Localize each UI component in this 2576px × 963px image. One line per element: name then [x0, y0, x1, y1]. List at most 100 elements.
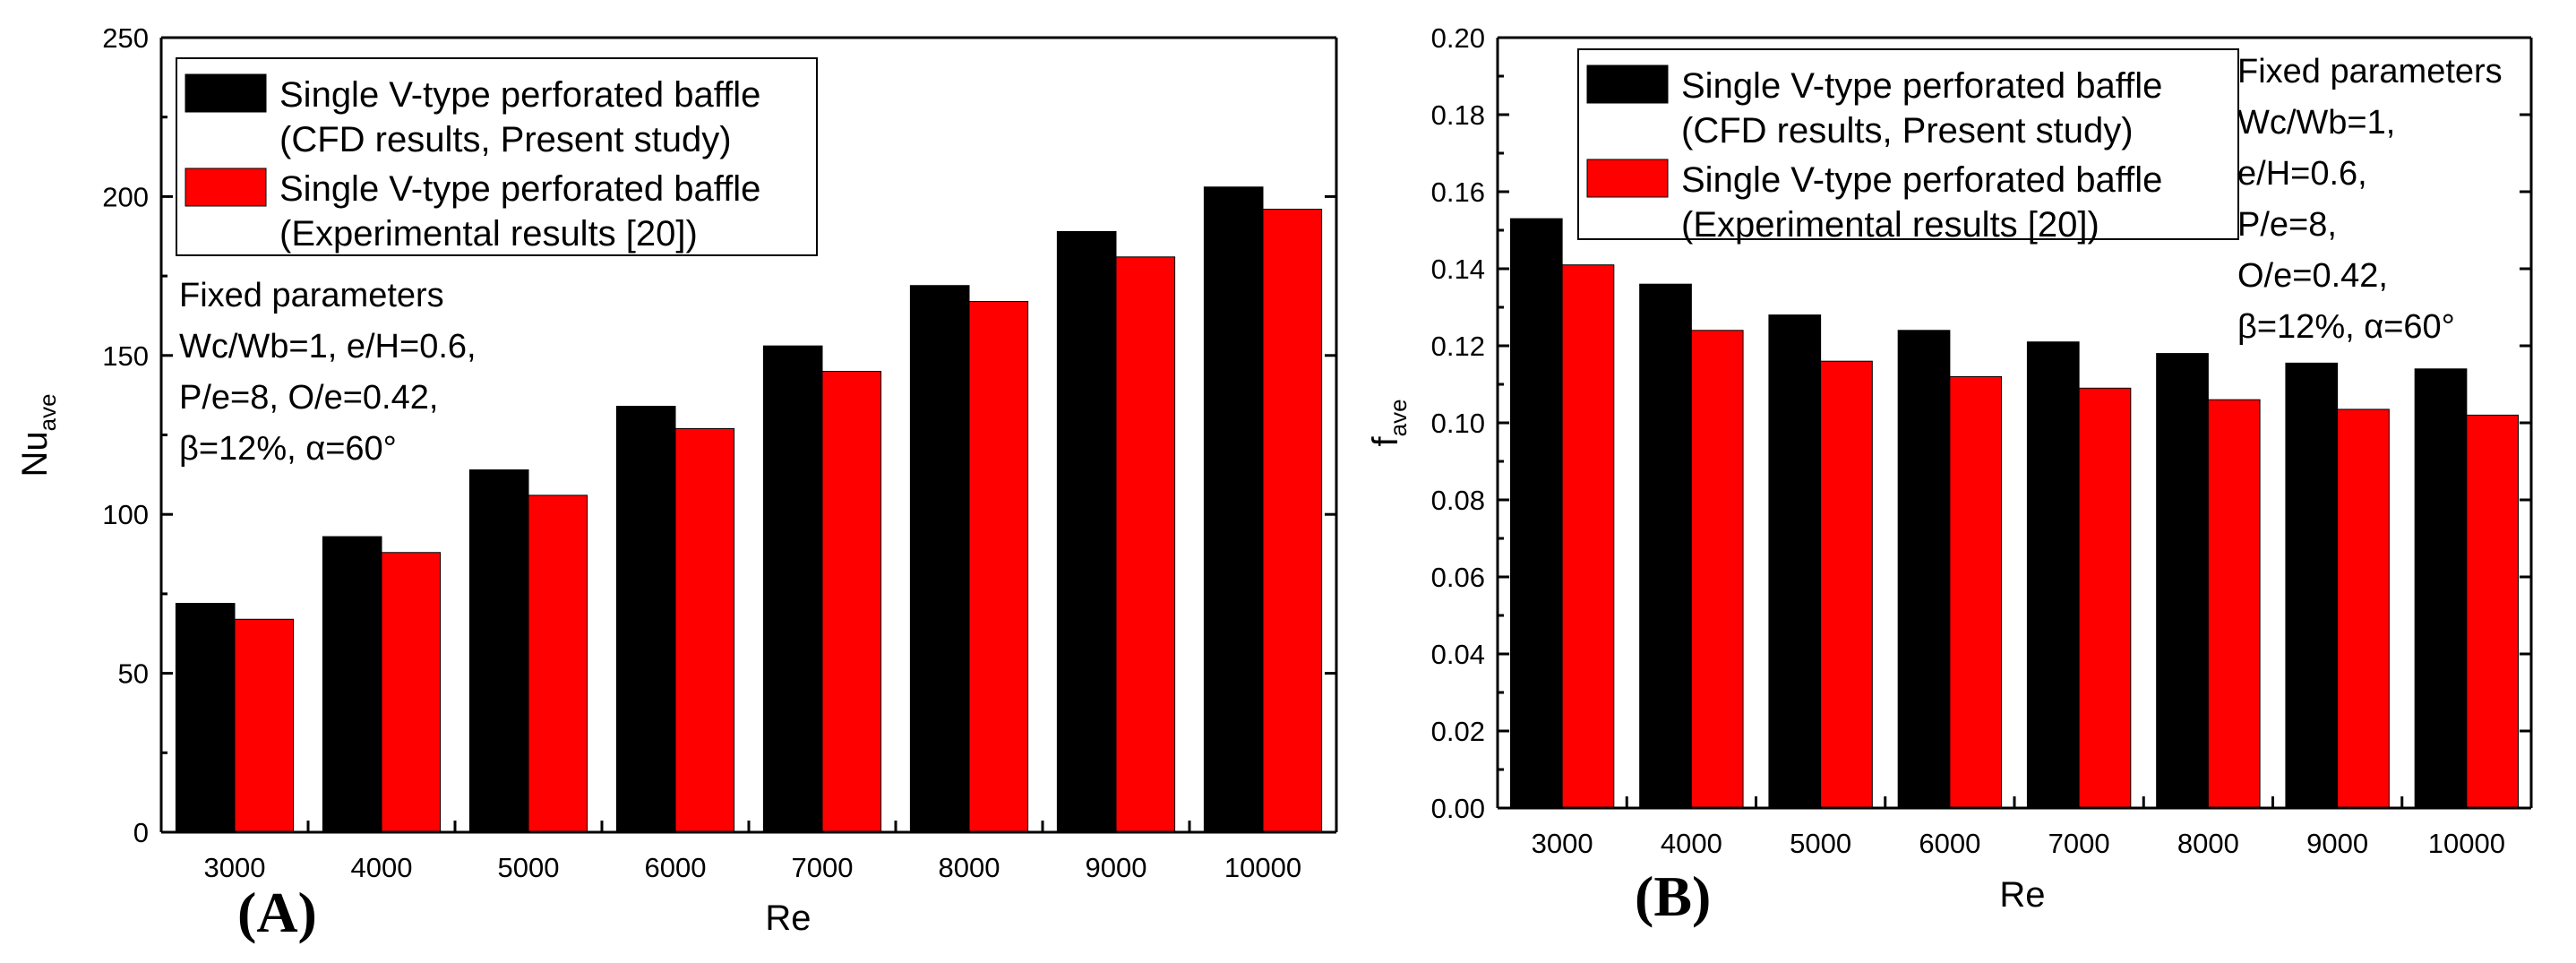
- y-tick-label: 0.06: [1431, 562, 1485, 593]
- y-tick-label: 0.18: [1431, 99, 1485, 131]
- panel-label: (B): [1635, 864, 1711, 928]
- bar-cfd-4000: [322, 536, 382, 833]
- x-tick-label-5000: 5000: [498, 852, 560, 883]
- annotation-line: Fixed parameters: [179, 277, 444, 314]
- bar-cfd-9000: [1056, 230, 1117, 833]
- x-tick-label-8000: 8000: [2177, 828, 2239, 859]
- bar-cfd-8000: [2156, 353, 2209, 809]
- legend-label: Single V-type perforated baffle: [1681, 66, 2162, 106]
- bar-exp-9000: [2337, 408, 2390, 809]
- annotation-line: Fixed parameters: [2237, 53, 2503, 90]
- bar-cfd-7000: [762, 345, 823, 833]
- chart-panel-0: 0 50 100 150 200 250 3000 4000 5000 6000 7000 8000 9…: [15, 22, 1338, 944]
- y-tick-label: 150: [102, 340, 149, 372]
- legend-detail: (Experimental results [20]): [1681, 205, 2099, 245]
- x-tick-label-7000: 7000: [2048, 828, 2110, 859]
- annotation-line: P/e=8, O/e=0.42,: [179, 379, 438, 417]
- legend-swatch-cfd: [185, 73, 267, 113]
- x-tick-label-6000: 6000: [1919, 828, 1980, 859]
- y-tick-label: 0.16: [1431, 176, 1485, 208]
- y-tick-label: 0.20: [1431, 22, 1485, 54]
- x-axis-title: Re: [765, 899, 811, 938]
- x-tick-label-8000: 8000: [939, 852, 1000, 883]
- annotation-line: e/H=0.6,: [2237, 155, 2367, 193]
- chart-panel-1: 0.00 0.02 0.04 0.06 0.08 0.10 0.12 0.14 0.16 0.18…: [1366, 22, 2533, 928]
- x-tick-label-4000: 4000: [351, 852, 413, 883]
- y-axis-title-main: f: [1366, 436, 1405, 447]
- legend-detail: (CFD results, Present study): [1681, 111, 2134, 150]
- y-tick-label: 0.10: [1431, 408, 1485, 439]
- bar-cfd-3000: [175, 603, 236, 833]
- annotation-line: Wc/Wb=1, e/H=0.6,: [179, 328, 477, 365]
- x-tick-label-10000: 10000: [2428, 828, 2505, 859]
- annotation-line: β=12%, α=60°: [179, 430, 397, 468]
- bar-exp-3000: [234, 618, 295, 833]
- bar-exp-5000: [528, 494, 588, 833]
- y-axis-title: fave: [1366, 399, 1412, 446]
- bar-cfd-3000: [1509, 218, 1563, 809]
- y-axis-title: Nuave: [15, 393, 61, 477]
- x-tick-label-3000: 3000: [1532, 828, 1593, 859]
- bar-cfd-6000: [1897, 330, 1951, 809]
- x-tick-label-6000: 6000: [645, 852, 707, 883]
- bar-exp-10000: [1262, 209, 1323, 833]
- bar-exp-8000: [968, 300, 1029, 833]
- bar-exp-8000: [2207, 399, 2261, 809]
- bar-exp-10000: [2466, 414, 2520, 809]
- legend-detail: (CFD results, Present study): [279, 120, 732, 159]
- annotation-line: P/e=8,: [2237, 206, 2337, 244]
- annotation-line: O/e=0.42,: [2237, 257, 2388, 295]
- bar-exp-4000: [381, 552, 442, 833]
- bar-cfd-5000: [1768, 314, 1822, 809]
- bar-cfd-5000: [468, 469, 529, 833]
- annotation-line: β=12%, α=60°: [2237, 308, 2455, 346]
- legend-swatch-exp: [1586, 159, 1669, 198]
- y-tick-label: 50: [118, 658, 149, 690]
- bar-exp-4000: [1690, 330, 1744, 809]
- y-tick-label: 250: [102, 22, 149, 54]
- bar-cfd-8000: [909, 285, 970, 833]
- legend-box: [176, 57, 818, 256]
- y-tick-label: 0.02: [1431, 716, 1485, 747]
- bar-exp-6000: [674, 427, 735, 833]
- x-tick-label-4000: 4000: [1661, 828, 1722, 859]
- y-tick-label: 0.00: [1431, 793, 1485, 824]
- legend-label: Single V-type perforated baffle: [279, 169, 760, 209]
- bar-exp-7000: [2078, 387, 2132, 809]
- y-axis-title-sub: ave: [34, 393, 61, 431]
- legend-box: [1577, 48, 2239, 240]
- bar-cfd-9000: [2285, 362, 2339, 809]
- x-axis-title: Re: [1999, 875, 2045, 915]
- x-tick-label-7000: 7000: [792, 852, 854, 883]
- x-tick-label-10000: 10000: [1224, 852, 1301, 883]
- legend-swatch-exp: [185, 168, 267, 207]
- legend-label: Single V-type perforated baffle: [279, 75, 760, 115]
- legend-label: Single V-type perforated baffle: [1681, 160, 2162, 200]
- y-tick-label: 0.08: [1431, 485, 1485, 516]
- legend-swatch-cfd: [1586, 64, 1669, 104]
- bar-exp-7000: [821, 371, 882, 833]
- y-axis-title-sub: ave: [1385, 399, 1412, 436]
- y-tick-label: 0: [133, 817, 149, 848]
- bar-exp-6000: [1949, 375, 2003, 809]
- x-tick-label-9000: 9000: [2306, 828, 2368, 859]
- bar-exp-5000: [1820, 360, 1873, 809]
- x-tick-label-5000: 5000: [1790, 828, 1851, 859]
- bar-cfd-7000: [2026, 341, 2080, 809]
- y-axis-title-main: Nu: [15, 431, 55, 477]
- x-tick-label-3000: 3000: [204, 852, 266, 883]
- y-tick-label: 0.12: [1431, 331, 1485, 362]
- y-tick-label: 0.14: [1431, 254, 1485, 285]
- bar-cfd-4000: [1639, 283, 1692, 809]
- panel-label: (A): [237, 881, 317, 944]
- y-tick-label: 0.04: [1431, 639, 1485, 670]
- bar-cfd-6000: [615, 406, 676, 833]
- bar-exp-9000: [1115, 256, 1176, 833]
- x-tick-label-9000: 9000: [1086, 852, 1147, 883]
- bar-cfd-10000: [1203, 186, 1264, 833]
- bar-exp-3000: [1561, 264, 1615, 809]
- bar-cfd-10000: [2414, 368, 2468, 809]
- y-tick-label: 200: [102, 181, 149, 212]
- legend-detail: (Experimental results [20]): [279, 214, 698, 254]
